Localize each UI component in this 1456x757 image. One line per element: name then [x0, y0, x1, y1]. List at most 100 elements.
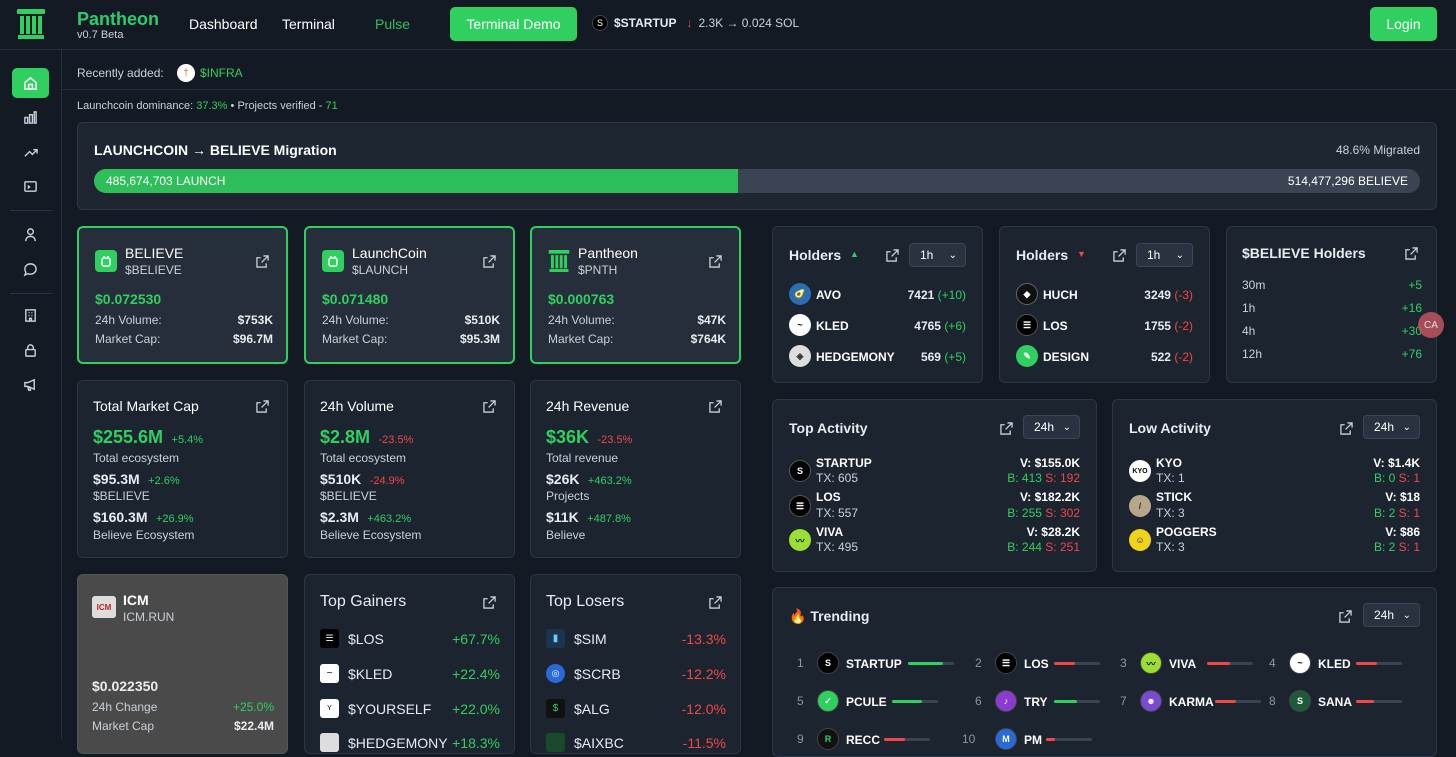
holder-name[interactable]: HUCH	[1043, 288, 1078, 302]
stat-main-sub: Total ecosystem	[93, 451, 180, 465]
trending-item[interactable]: 7 ☻ KARMA	[1112, 690, 1282, 712]
trending-rank: 9	[797, 732, 804, 746]
external-link-icon[interactable]	[483, 255, 496, 268]
external-link-icon[interactable]	[483, 400, 496, 413]
nav-dashboard[interactable]: Dashboard	[189, 16, 258, 32]
token-name: $KLED	[348, 666, 393, 682]
home-icon[interactable]	[12, 68, 49, 98]
activity-tx: TX: 3	[1156, 540, 1185, 554]
token-card-launchcoin[interactable]: LaunchCoin $LAUNCH $0.071480 24h Volume:…	[304, 226, 515, 364]
external-link-icon[interactable]	[1113, 249, 1126, 262]
external-link-icon[interactable]	[256, 400, 269, 413]
period-select[interactable]: 24h ⌄	[1023, 415, 1080, 439]
stat-a-sub: Projects	[546, 489, 590, 503]
activity-name[interactable]: POGGERS	[1156, 525, 1217, 539]
pantheon-logo-icon[interactable]	[17, 9, 45, 39]
list-item[interactable]: ▮ $SIM -13.3%	[546, 629, 726, 649]
building-icon[interactable]	[12, 300, 49, 330]
trending-rank: 8	[1269, 694, 1276, 708]
external-link-icon[interactable]	[256, 255, 269, 268]
trending-item[interactable]: 3 〰 VIVA	[1112, 652, 1282, 674]
stat-main-sub: Total ecosystem	[320, 451, 407, 465]
activity-name[interactable]: KYO	[1156, 456, 1183, 470]
recently-added-token[interactable]: $INFRA	[200, 66, 243, 80]
activity-name[interactable]: VIVA	[816, 525, 844, 539]
trending-bar-fill	[1215, 700, 1236, 703]
divider	[62, 89, 1456, 90]
list-item[interactable]: $HEDGEMONY +18.3%	[320, 733, 500, 753]
ticker[interactable]: S $STARTUP ↓ 2.3K → 0.024 SOL	[592, 15, 799, 31]
holder-name[interactable]: KLED	[816, 319, 849, 333]
trending-item[interactable]: 5 ✓ PCULE	[789, 690, 959, 712]
external-link-icon[interactable]	[709, 596, 722, 609]
external-link-icon[interactable]	[483, 596, 496, 609]
list-item[interactable]: $AIXBC -11.5%	[546, 733, 726, 753]
period-select[interactable]: 24h ⌄	[1363, 603, 1420, 627]
token-card-believe[interactable]: BELIEVE $BELIEVE $0.072530 24h Volume: $7…	[77, 226, 288, 364]
login-button[interactable]: Login	[1370, 7, 1437, 41]
trending-name: STARTUP	[846, 657, 902, 671]
trending-bar-fill	[1356, 700, 1375, 703]
trending-item[interactable]: 9 R RECC	[789, 728, 959, 750]
volume-label: 24h Volume:	[322, 313, 389, 327]
activity-tx: TX: 3	[1156, 506, 1185, 520]
trending-item[interactable]: 2 ☰ LOS	[967, 652, 1137, 674]
arrow-down-icon: ↓	[686, 16, 693, 30]
holder-name[interactable]: DESIGN	[1043, 350, 1090, 364]
brand[interactable]: Pantheon v0.7 Beta	[77, 9, 159, 41]
chart-bar-icon[interactable]	[12, 102, 49, 132]
message-icon[interactable]	[12, 254, 49, 284]
holder-name[interactable]: HEDGEMONY	[816, 350, 895, 364]
external-link-icon[interactable]	[709, 255, 722, 268]
terminal-icon[interactable]	[12, 171, 49, 201]
external-link-icon[interactable]	[886, 249, 899, 262]
trending-item[interactable]: 10 M PM	[962, 728, 1137, 750]
period-label: 4h	[1242, 324, 1256, 338]
list-item[interactable]: ~ $KLED +22.4%	[320, 664, 500, 684]
holder-value: 4765 (+6)	[914, 319, 966, 333]
trending-item[interactable]: 8 S SANA	[1261, 690, 1431, 712]
trending-bar-fill	[884, 738, 905, 741]
arrow-up-icon: ▲	[850, 249, 859, 259]
list-item[interactable]: $ $ALG -12.0%	[546, 699, 726, 719]
activity-name[interactable]: LOS	[816, 490, 841, 504]
nav-terminal[interactable]: Terminal	[282, 16, 335, 32]
list-item[interactable]: ◎ $SCRB -12.2%	[546, 664, 726, 684]
trending-item[interactable]: 4 ~ KLED	[1261, 652, 1431, 674]
market-cap-label: Market Cap:	[95, 332, 161, 346]
period-select[interactable]: 24h ⌄	[1363, 415, 1420, 439]
trending-item[interactable]: 6 ♪ TRY	[967, 690, 1137, 712]
external-link-icon[interactable]	[1000, 422, 1013, 435]
terminal-demo-button[interactable]: Terminal Demo	[450, 7, 577, 41]
token-name: $YOURSELF	[348, 701, 432, 717]
trending-rank: 5	[797, 694, 804, 708]
activity-bs: B: 2 S: 1	[1373, 540, 1420, 554]
sidebar-divider	[10, 293, 52, 294]
user-icon[interactable]	[12, 219, 49, 249]
trending-item[interactable]: 1 S STARTUP	[789, 652, 959, 674]
activity-name[interactable]: STARTUP	[816, 456, 872, 470]
token-name: $ALG	[574, 701, 610, 717]
stat-a: $26K	[546, 471, 580, 487]
period-select[interactable]: 1h ⌄	[1136, 243, 1193, 267]
megaphone-icon[interactable]	[12, 369, 49, 399]
ca-floating-badge[interactable]: CA	[1418, 312, 1444, 338]
external-link-icon[interactable]	[709, 400, 722, 413]
activity-name[interactable]: STICK	[1156, 490, 1192, 504]
list-item[interactable]: Y $YOURSELF +22.0%	[320, 699, 500, 719]
icm-card[interactable]: ICM ICM ICM.RUN $0.022350 24h Change +25.…	[77, 574, 288, 754]
token-card-pantheon[interactable]: Pantheon $PNTH $0.000763 24h Volume: $47K…	[530, 226, 741, 364]
lock-icon[interactable]	[12, 335, 49, 365]
holder-name[interactable]: LOS	[1043, 319, 1068, 333]
external-link-icon[interactable]	[1339, 610, 1352, 623]
nav-pulse[interactable]: Pulse	[375, 16, 411, 32]
trending-up-icon[interactable]	[12, 137, 49, 167]
external-link-icon[interactable]	[1405, 247, 1418, 260]
external-link-icon[interactable]	[1340, 422, 1353, 435]
holder-name[interactable]: AVO	[816, 288, 842, 302]
hedgemony-token-icon	[320, 733, 339, 752]
trending-rank: 1	[797, 656, 804, 670]
list-item[interactable]: ☰ $LOS +67.7%	[320, 629, 500, 649]
activity-tx: TX: 605	[816, 471, 859, 485]
period-select[interactable]: 1h ⌄	[909, 243, 966, 267]
